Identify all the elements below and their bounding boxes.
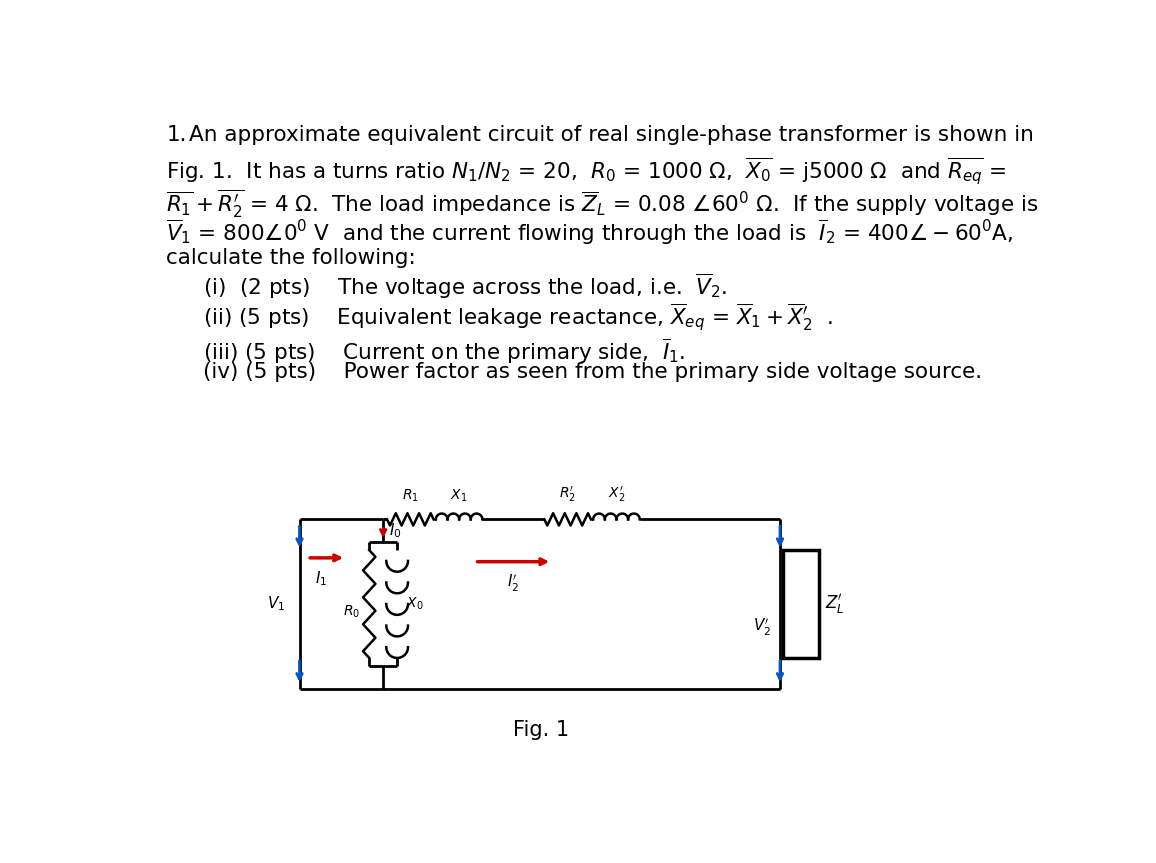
Bar [783,550,818,658]
Text: $\overline{R_1}+\overline{R_2'}$ = 4 $\Omega$.  The load impedance is $\overline: $\overline{R_1}+\overline{R_2'}$ = 4 $\O… [166,186,1038,219]
Text: $I_1$: $I_1$ [314,570,327,588]
Text: $X_0$: $X_0$ [407,595,424,612]
Text: 1.: 1. [166,125,187,145]
Text: (ii) (5 pts)    Equivalent leakage reactance, $\overline{X}_{eq}$ = $\overline{X: (ii) (5 pts) Equivalent leakage reactanc… [202,302,832,334]
Text: $I_2'$: $I_2'$ [507,573,519,595]
Text: An approximate equivalent circuit of real single-phase transformer is shown in: An approximate equivalent circuit of rea… [190,125,1035,145]
Text: $V_1$: $V_1$ [267,595,286,614]
Text: Fig. 1.  It has a turns ratio $N_1/N_2$ = 20,  $R_0$ = 1000 $\Omega$,  $\overlin: Fig. 1. It has a turns ratio $N_1/N_2$ =… [166,156,1007,188]
Text: (iv) (5 pts)    Power factor as seen from the primary side voltage source.: (iv) (5 pts) Power factor as seen from t… [202,362,981,381]
Text: Fig. 1: Fig. 1 [513,720,570,740]
Text: $\overline{V}_1$ = 800$\angle$0$^0$ V  and the current flowing through the load : $\overline{V}_1$ = 800$\angle$0$^0$ V an… [166,217,1014,247]
Text: $R_0$: $R_0$ [343,603,360,620]
Text: $X_2'$: $X_2'$ [608,485,625,504]
Text: (iii) (5 pts)    Current on the primary side,  $\overline{I}_1$.: (iii) (5 pts) Current on the primary sid… [202,337,686,366]
Text: $X_1$: $X_1$ [451,488,468,504]
Text: (i)  (2 pts)    The voltage across the load, i.e.  $\overline{V}_2$.: (i) (2 pts) The voltage across the load,… [202,272,727,300]
Text: $I_0$: $I_0$ [390,521,402,540]
Text: $R_1$: $R_1$ [402,488,418,504]
Text: $V_2'$: $V_2'$ [753,616,771,638]
Text: $R_2'$: $R_2'$ [560,485,576,504]
Text: $Z_L'$: $Z_L'$ [825,592,845,616]
Text: calculate the following:: calculate the following: [166,249,416,268]
